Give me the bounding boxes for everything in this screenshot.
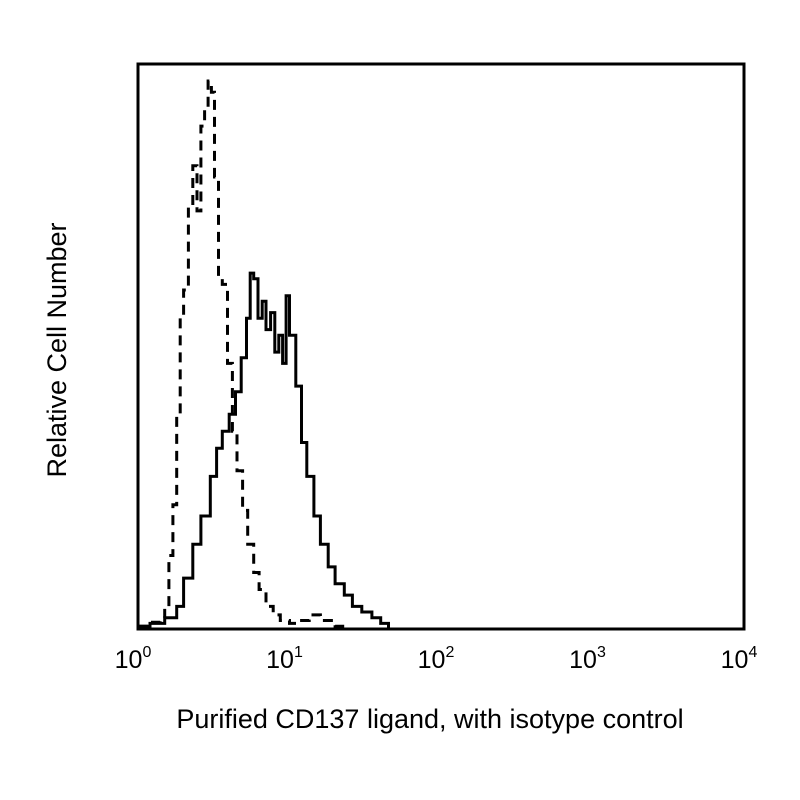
x-tick-exponent: 4 [748,644,757,661]
histogram-series-solid [138,271,390,629]
x-tick-base: 10 [569,646,597,674]
x-tick-exponent: 0 [142,644,151,661]
histogram-series-dashed [138,79,352,629]
y-axis-label: Relative Cell Number [42,222,72,477]
x-tick-exponent: 2 [445,644,454,661]
x-axis-label: Purified CD137 ligand, with isotype cont… [176,704,683,734]
x-tick-label: 103 [569,644,606,674]
plot-frame [136,62,746,631]
series-layer [138,79,390,629]
x-tick-label: 100 [115,644,152,674]
x-tick-base: 10 [115,646,143,674]
x-tick-base: 10 [418,646,446,674]
x-tick-label: 104 [721,644,758,674]
x-tick-base: 10 [266,646,294,674]
x-tick-exponent: 1 [294,644,303,661]
x-tick-exponent: 3 [597,644,606,661]
x-tick-labels: 100 101 102 103 104 [115,644,758,674]
x-tick-label: 101 [266,644,303,674]
x-tick-label: 102 [418,644,455,674]
x-tick-base: 10 [721,646,749,674]
